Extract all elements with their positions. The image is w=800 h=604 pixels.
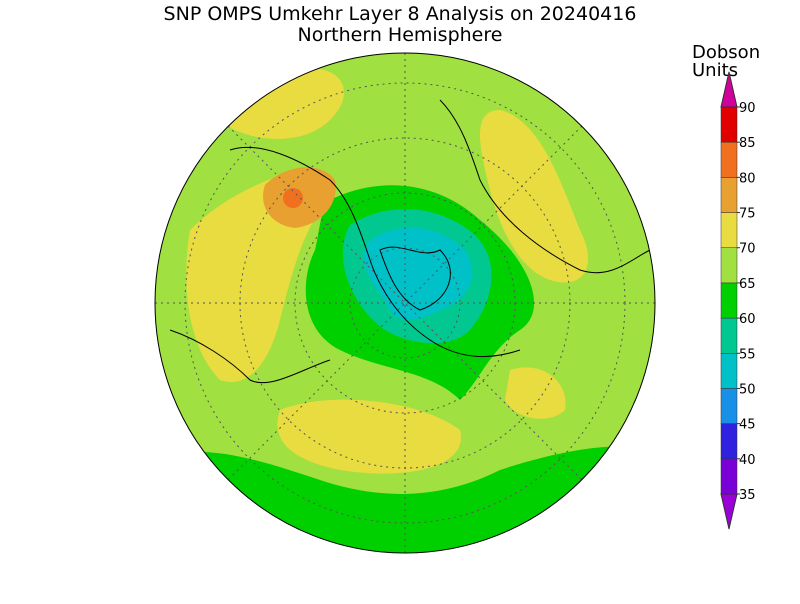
colorbar-band bbox=[720, 177, 738, 213]
units-label: Units bbox=[692, 60, 738, 81]
colorbar-tick-label: 80 bbox=[739, 171, 756, 186]
colorbar-band bbox=[720, 282, 738, 319]
colorbar-tick-label: 60 bbox=[739, 312, 756, 327]
ozone-map bbox=[155, 53, 655, 553]
colorbar-extend-low bbox=[720, 493, 738, 530]
colorbar-extend-high bbox=[720, 71, 738, 108]
units-label: Dobson bbox=[692, 42, 760, 63]
colorbar-tick-label: 50 bbox=[739, 382, 756, 397]
colorbar-band bbox=[720, 353, 738, 389]
colorbar-tick-label: 90 bbox=[739, 101, 756, 116]
title: SNP OMPS Umkehr Layer 8 Analysis on 2024… bbox=[164, 3, 637, 25]
colorbar-band bbox=[720, 212, 738, 248]
subtitle: Northern Hemisphere bbox=[298, 24, 503, 46]
colorbar-tick-label: 75 bbox=[739, 207, 756, 222]
colorbar-tick-label: 70 bbox=[739, 242, 756, 257]
colorbar-tick-label: 85 bbox=[739, 136, 756, 151]
colorbar-tick-label: 45 bbox=[739, 418, 756, 433]
map-border bbox=[154, 52, 656, 554]
colorbar-band bbox=[720, 247, 738, 284]
colorbar-tick-label: 65 bbox=[739, 277, 756, 292]
colorbar-band bbox=[720, 388, 738, 424]
colorbar-band bbox=[720, 423, 738, 460]
colorbar-band bbox=[720, 141, 738, 178]
colorbar-tick-label: 35 bbox=[739, 488, 756, 503]
colorbar-tick-label: 55 bbox=[739, 347, 756, 362]
colorbar-tick-label: 40 bbox=[739, 453, 756, 468]
colorbar-band bbox=[720, 317, 738, 354]
colorbar-band bbox=[720, 458, 738, 495]
colorbar-band bbox=[720, 106, 738, 143]
colorbar: 35 40 45 50 55 60 65 70 75 80 85 90 bbox=[720, 71, 756, 530]
